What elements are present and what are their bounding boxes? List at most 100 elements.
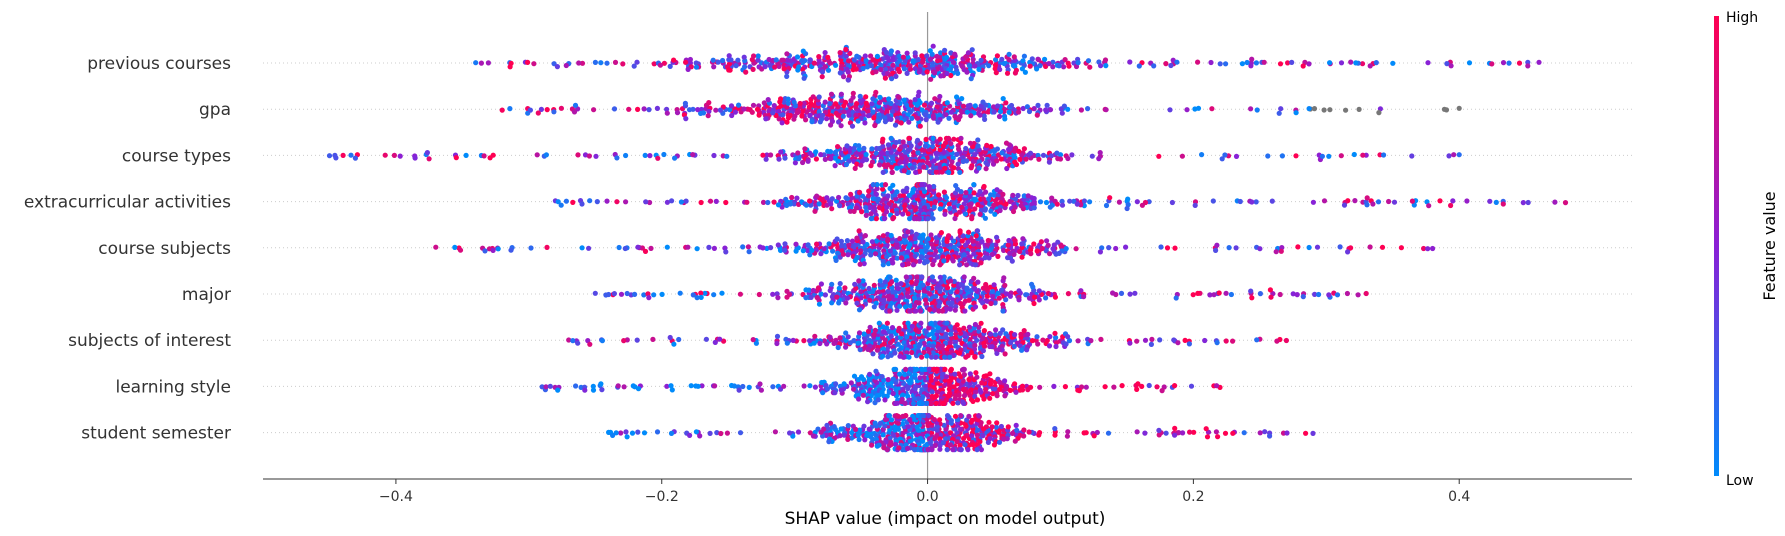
shap-point: [785, 100, 791, 106]
shap-point: [898, 120, 904, 126]
shap-point: [975, 137, 981, 143]
shap-point: [1172, 245, 1178, 251]
shap-point: [980, 348, 987, 354]
shap-point: [931, 158, 937, 164]
shap-point: [870, 96, 876, 102]
shap-point: [1277, 61, 1284, 67]
shap-point: [1364, 195, 1370, 201]
shap-point: [1087, 64, 1093, 70]
shap-point: [668, 430, 675, 436]
shap-point: [843, 46, 849, 53]
shap-point: [917, 258, 923, 264]
shap-point: [984, 142, 990, 148]
shap-point: [1036, 156, 1042, 162]
shap-point: [972, 321, 979, 328]
shap-point: [718, 430, 724, 437]
shap-point: [424, 150, 430, 156]
shap-point: [1063, 246, 1069, 252]
shap-point: [947, 340, 953, 346]
shap-point: [884, 204, 890, 210]
shap-point: [988, 192, 994, 198]
shap-point: [896, 69, 903, 75]
shap-point: [463, 152, 469, 158]
shap-point: [624, 290, 630, 297]
shap-point: [755, 57, 761, 63]
shap-point: [914, 274, 920, 280]
shap-point: [947, 205, 953, 212]
shap-point: [969, 47, 975, 53]
shap-point: [985, 237, 991, 244]
shap-point: [1007, 198, 1013, 205]
shap-point: [827, 149, 834, 155]
shap-point: [1376, 110, 1382, 116]
shap-point: [964, 109, 970, 115]
shap-point: [919, 182, 925, 188]
shap-point: [671, 341, 677, 347]
shap-point: [700, 110, 707, 116]
shap-point: [801, 338, 807, 344]
shap-point: [527, 107, 534, 113]
shap-point: [753, 340, 760, 346]
shap-point: [858, 374, 865, 380]
shap-point: [934, 366, 940, 372]
shap-point: [713, 198, 719, 204]
shap-point: [944, 242, 950, 248]
shap-point: [1306, 61, 1312, 67]
shap-point: [1005, 333, 1011, 339]
shap-point: [896, 386, 902, 392]
shap-point: [1411, 202, 1417, 208]
shap-point: [1021, 427, 1027, 433]
shap-point: [908, 366, 914, 372]
shap-point: [912, 50, 918, 56]
shap-point: [956, 392, 962, 398]
shap-point: [741, 106, 747, 112]
shap-point: [989, 344, 995, 350]
shap-point: [1019, 66, 1025, 72]
shap-point: [870, 351, 876, 357]
shap-point: [784, 340, 790, 346]
shap-point: [1359, 61, 1366, 67]
shap-point: [933, 235, 939, 241]
shap-point: [828, 201, 834, 207]
shap-point: [976, 324, 982, 330]
shap-point: [878, 150, 885, 156]
shap-point: [621, 384, 627, 390]
shap-point: [989, 251, 995, 258]
shap-point: [478, 60, 484, 66]
shap-point: [867, 297, 873, 303]
shap-point: [1094, 429, 1100, 436]
shap-point: [1228, 291, 1234, 298]
shap-point: [867, 247, 873, 254]
shap-point: [993, 327, 999, 333]
shap-point: [732, 109, 739, 115]
shap-point: [1424, 199, 1430, 205]
shap-point: [998, 156, 1004, 162]
shap-point: [1024, 104, 1030, 110]
shap-point: [1211, 292, 1217, 298]
x-tick-label: 0.4: [1448, 489, 1470, 505]
shap-point: [682, 100, 689, 106]
shap-point: [705, 113, 711, 119]
shap-point: [1274, 338, 1280, 344]
shap-point: [457, 247, 464, 253]
shap-point: [993, 70, 999, 76]
shap-point: [855, 340, 861, 346]
shap-point: [896, 325, 902, 331]
shap-point: [967, 204, 973, 210]
shap-point: [882, 75, 889, 81]
shap-point: [924, 254, 930, 260]
shap-point: [937, 320, 943, 326]
shap-point: [930, 261, 936, 268]
shap-point: [961, 400, 967, 406]
shap-point: [939, 169, 945, 175]
shap-point: [1248, 288, 1254, 294]
shap-point: [544, 244, 550, 250]
shap-point: [835, 144, 841, 150]
shap-point: [1134, 338, 1140, 344]
shap-point: [954, 439, 960, 445]
shap-point: [938, 201, 944, 208]
shap-point: [1284, 430, 1290, 436]
shap-point: [340, 152, 346, 158]
shap-point: [1021, 328, 1027, 334]
shap-point: [954, 322, 960, 328]
